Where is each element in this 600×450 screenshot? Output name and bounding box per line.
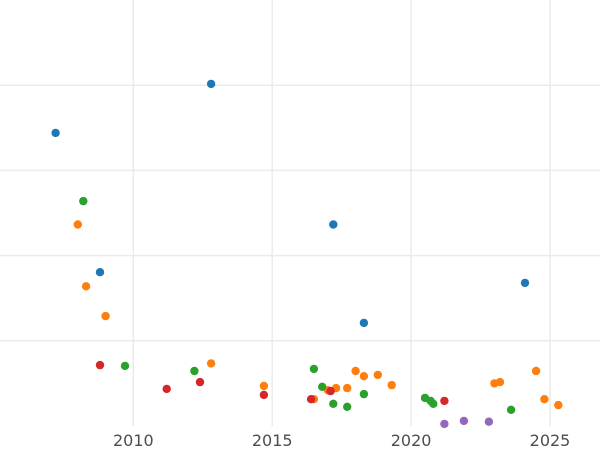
data-point-s0-2 [206,79,216,89]
data-point-s1-10 [359,372,369,381]
data-point-s3-0 [95,360,105,370]
data-point-s1-2 [101,311,110,321]
data-point-s2-6 [343,402,352,411]
data-point-s2-0 [79,196,88,206]
data-point-s0-4 [359,318,369,328]
data-point-s0-5 [520,278,530,288]
data-point-s1-15 [531,366,541,376]
data-point-s2-5 [329,399,338,408]
data-point-s1-11 [373,370,382,380]
x-tick-label: 2025 [530,431,571,450]
data-point-s4-2 [484,417,494,426]
data-point-s2-10 [429,399,438,408]
data-point-s3-6 [440,396,449,406]
data-point-s3-4 [306,395,316,404]
x-tick-label: 2020 [391,431,432,450]
data-point-s1-0 [73,220,83,229]
data-point-s1-3 [206,359,216,368]
data-point-s3-2 [195,377,205,387]
data-point-s1-9 [351,366,360,376]
data-point-s1-16 [540,395,549,404]
x-tick-label: 2010 [113,431,154,450]
data-point-s1-14 [495,377,505,387]
data-point-s1-8 [343,383,352,393]
data-point-s4-0 [440,419,449,429]
data-point-s1-12 [387,380,396,390]
data-point-s2-1 [120,361,130,371]
data-point-s3-1 [162,384,171,394]
data-points [51,79,563,429]
data-point-s2-7 [359,389,369,399]
data-point-s1-1 [81,282,91,291]
data-point-s0-3 [329,220,338,229]
x-tick-label: 2015 [252,431,293,450]
data-point-s0-1 [95,268,105,277]
data-point-s3-3 [259,390,269,400]
data-point-s1-17 [554,400,563,410]
data-point-s2-2 [190,366,199,376]
x-axis-ticks: 2010 2015 2020 2025 [113,431,570,450]
data-point-s4-1 [459,416,469,426]
data-point-s0-0 [51,128,60,138]
data-point-s3-5 [326,386,335,396]
data-point-s2-11 [506,405,516,414]
data-point-s2-4 [318,382,327,391]
grid [0,0,600,426]
data-point-s2-3 [309,364,319,374]
data-point-s1-4 [259,381,269,391]
